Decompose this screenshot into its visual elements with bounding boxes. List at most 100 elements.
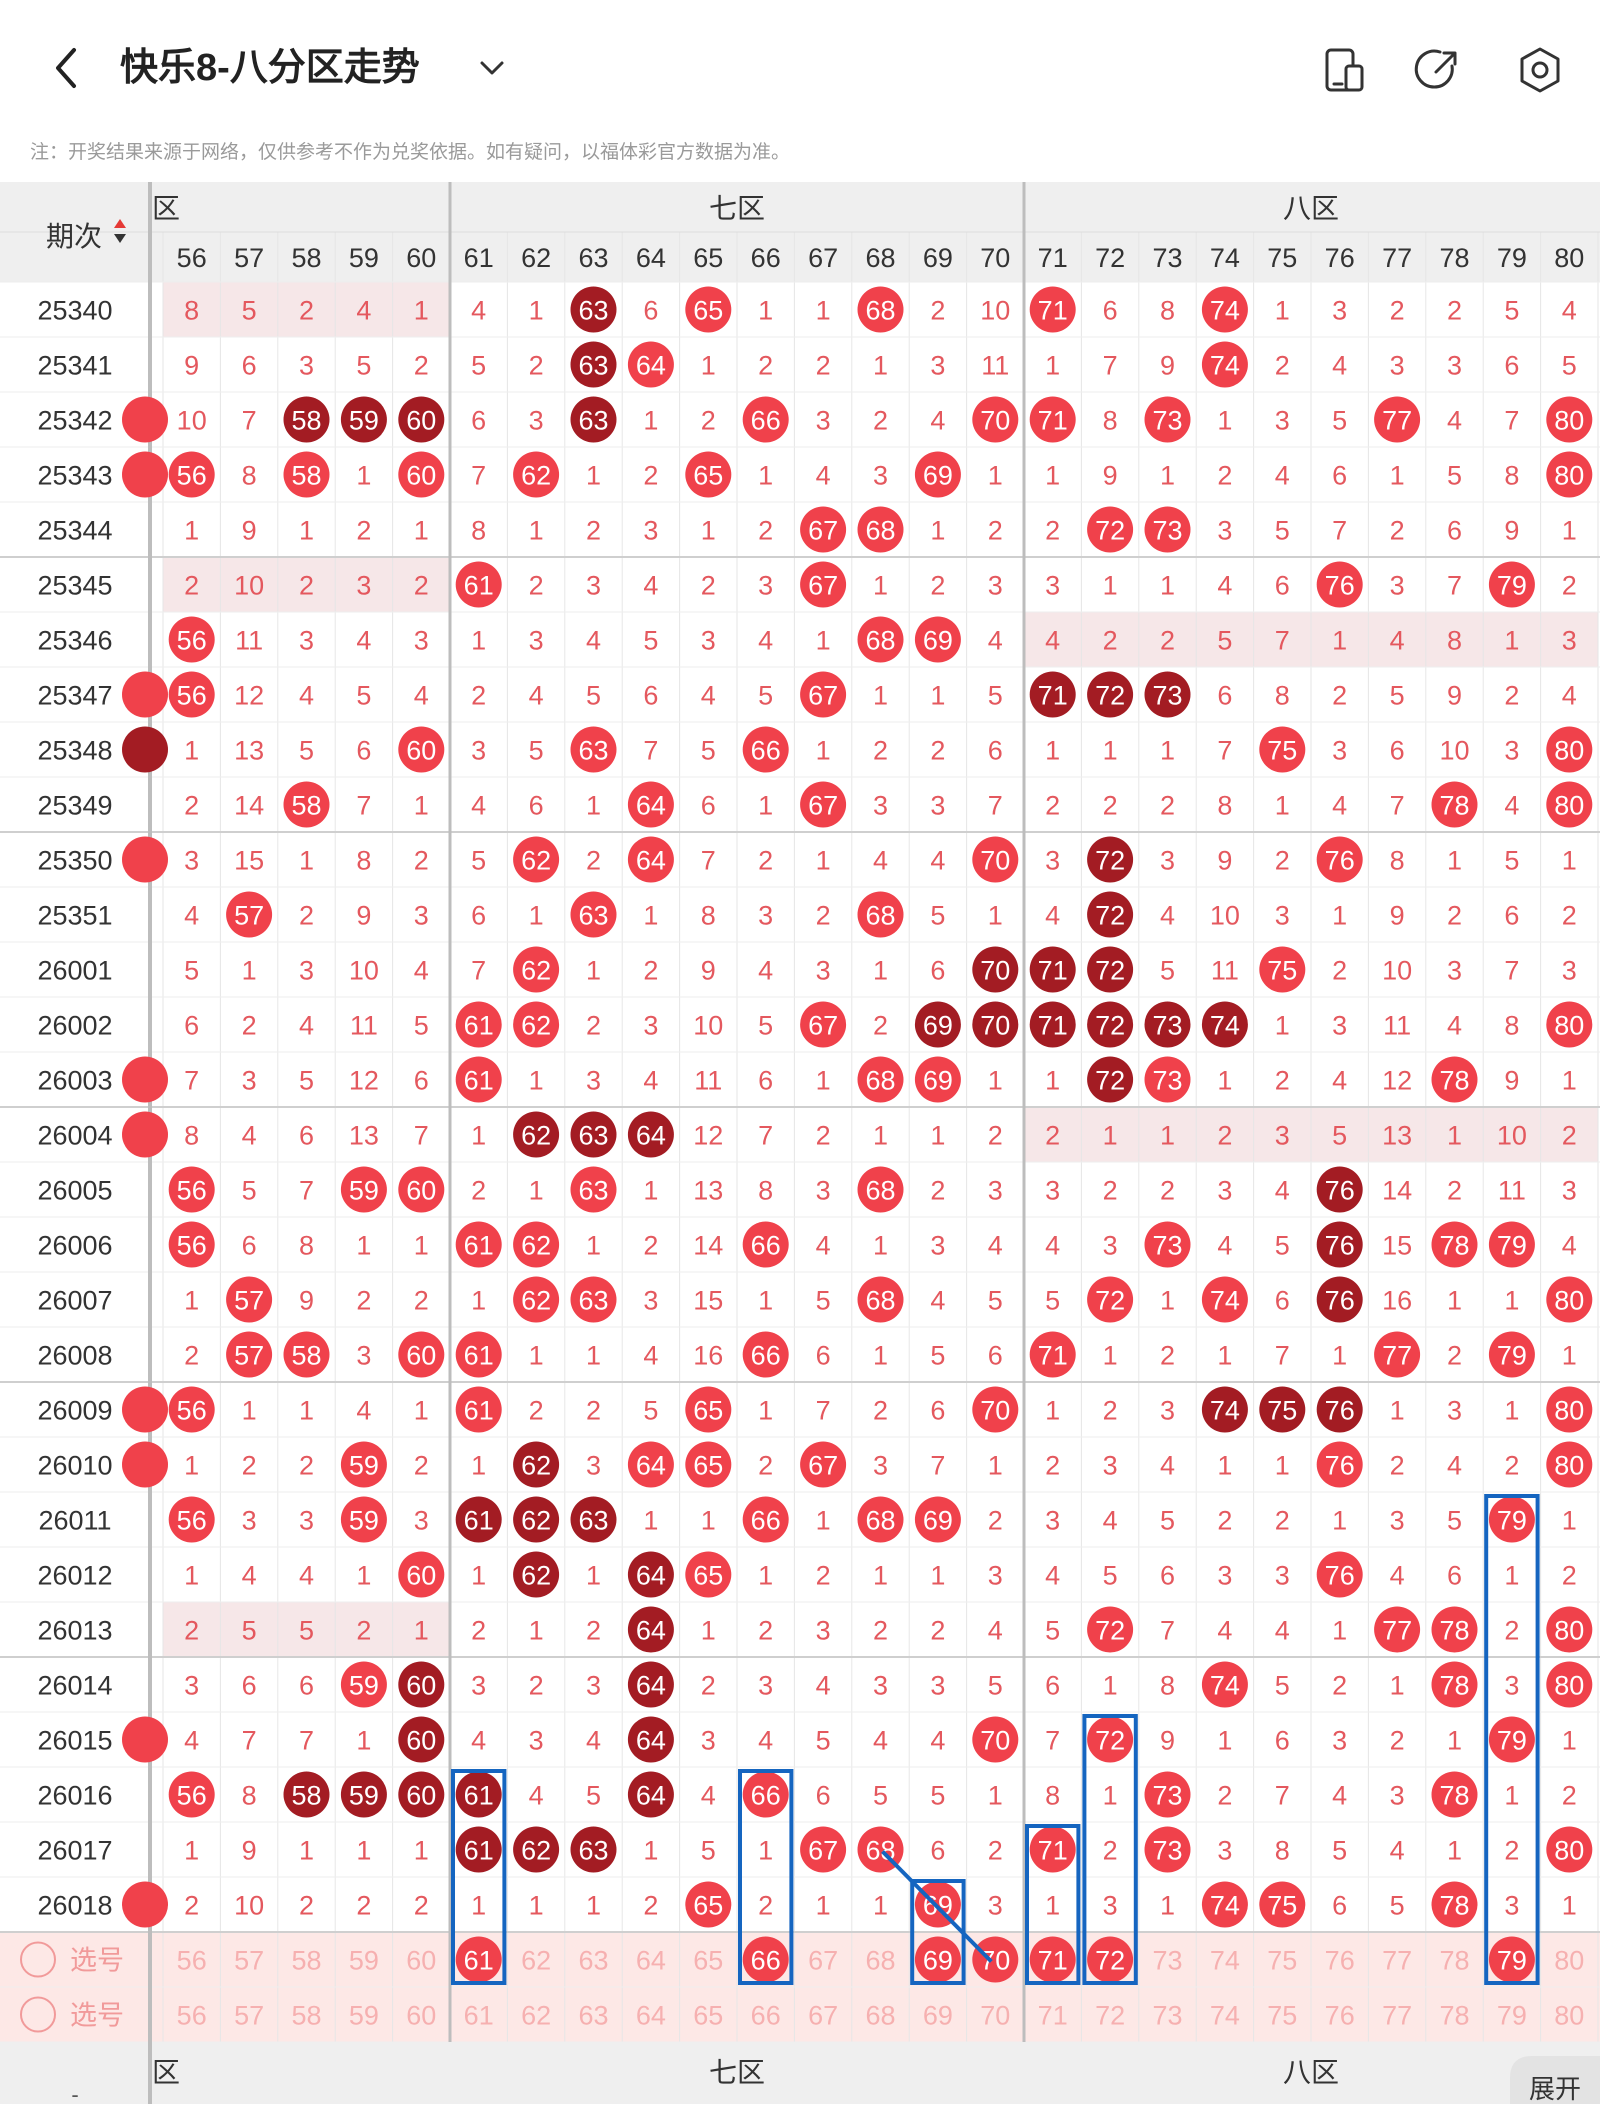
number-ball[interactable]	[513, 451, 560, 498]
number-ball[interactable]	[455, 1771, 502, 1818]
number-ball[interactable]	[857, 1496, 904, 1543]
sort-up-icon[interactable]	[114, 219, 126, 228]
select-option[interactable]: 80	[1554, 1946, 1584, 1976]
number-ball[interactable]	[914, 451, 961, 498]
number-ball[interactable]	[340, 1661, 387, 1708]
select-option[interactable]: 76	[1325, 2001, 1355, 2031]
number-ball[interactable]	[398, 1716, 445, 1763]
number-ball[interactable]	[168, 616, 215, 663]
number-ball[interactable]	[513, 1441, 560, 1488]
select-option[interactable]: 73	[1152, 2001, 1182, 2031]
select-option[interactable]: 67	[808, 2001, 838, 2031]
select-option[interactable]: 63	[578, 1946, 608, 1976]
period-label[interactable]: 26009	[37, 1396, 112, 1426]
period-label[interactable]: 25345	[37, 571, 112, 601]
period-label[interactable]: 25346	[37, 626, 112, 656]
number-ball[interactable]	[742, 1771, 789, 1818]
number-ball[interactable]	[1488, 1331, 1535, 1378]
number-ball[interactable]	[1488, 561, 1535, 608]
select-option[interactable]: 68	[865, 2001, 895, 2031]
select-radio[interactable]	[20, 1941, 56, 1978]
select-option[interactable]: 61	[464, 2001, 494, 2031]
selected-ball[interactable]	[1087, 1936, 1134, 1983]
period-label[interactable]: 26010	[37, 1451, 112, 1481]
select-option[interactable]: 77	[1382, 1946, 1412, 1976]
number-ball[interactable]	[1316, 836, 1363, 883]
select-option[interactable]: 76	[1325, 1946, 1355, 1976]
number-ball[interactable]	[742, 1221, 789, 1268]
selected-ball[interactable]	[742, 1936, 789, 1983]
number-ball[interactable]	[627, 1551, 674, 1598]
number-ball[interactable]	[570, 1276, 617, 1323]
number-ball[interactable]	[1546, 1386, 1593, 1433]
number-ball[interactable]	[340, 1496, 387, 1543]
number-ball[interactable]	[168, 451, 215, 498]
number-ball[interactable]	[685, 1441, 732, 1488]
settings-icon[interactable]	[1514, 44, 1566, 96]
select-option[interactable]: 74	[1210, 2001, 1240, 2031]
number-ball[interactable]	[398, 396, 445, 443]
number-ball[interactable]	[226, 891, 273, 938]
select-option[interactable]: 68	[865, 1946, 895, 1976]
number-ball[interactable]	[1431, 1056, 1478, 1103]
number-ball[interactable]	[1259, 1881, 1306, 1928]
number-ball[interactable]	[1316, 1221, 1363, 1268]
number-ball[interactable]	[857, 1166, 904, 1213]
select-option[interactable]: 79	[1497, 2001, 1527, 2031]
number-ball[interactable]	[1431, 1221, 1478, 1268]
number-ball[interactable]	[1029, 286, 1076, 333]
period-label[interactable]: 25350	[37, 846, 112, 876]
number-ball[interactable]	[685, 1551, 732, 1598]
number-ball[interactable]	[1029, 396, 1076, 443]
number-ball[interactable]	[168, 671, 215, 718]
number-ball[interactable]	[1316, 1551, 1363, 1598]
select-option[interactable]: 71	[1038, 2001, 1068, 2031]
period-label[interactable]: 26016	[37, 1781, 112, 1811]
period-label[interactable]: 25351	[37, 901, 112, 931]
number-ball[interactable]	[1431, 1661, 1478, 1708]
number-ball[interactable]	[1488, 1716, 1535, 1763]
number-ball[interactable]	[168, 1221, 215, 1268]
period-header[interactable]: 期次	[46, 221, 102, 252]
number-ball[interactable]	[398, 1166, 445, 1213]
number-ball[interactable]	[455, 1056, 502, 1103]
select-option[interactable]: 70	[980, 2001, 1010, 2031]
number-ball[interactable]	[1144, 1056, 1191, 1103]
number-ball[interactable]	[627, 836, 674, 883]
page-title[interactable]: 快乐8-八分区走势	[120, 47, 420, 89]
number-ball[interactable]	[1087, 946, 1134, 993]
number-ball[interactable]	[513, 1276, 560, 1323]
number-ball[interactable]	[513, 946, 560, 993]
number-ball[interactable]	[168, 1166, 215, 1213]
number-ball[interactable]	[972, 946, 1019, 993]
number-ball[interactable]	[1029, 671, 1076, 718]
number-ball[interactable]	[1259, 946, 1306, 993]
number-ball[interactable]	[1488, 1221, 1535, 1268]
number-ball[interactable]	[1316, 1386, 1363, 1433]
number-ball[interactable]	[513, 1496, 560, 1543]
select-option[interactable]: 60	[406, 2001, 436, 2031]
number-ball[interactable]	[857, 1276, 904, 1323]
number-ball[interactable]	[1144, 1001, 1191, 1048]
number-ball[interactable]	[1087, 1716, 1134, 1763]
number-ball[interactable]	[1144, 396, 1191, 443]
number-ball[interactable]	[1201, 1276, 1248, 1323]
select-option[interactable]: 75	[1267, 2001, 1297, 2031]
period-label[interactable]: 25349	[37, 791, 112, 821]
number-ball[interactable]	[1374, 1331, 1421, 1378]
number-ball[interactable]	[685, 286, 732, 333]
number-ball[interactable]	[1316, 1441, 1363, 1488]
select-option[interactable]: 58	[291, 1946, 321, 1976]
number-ball[interactable]	[1546, 1661, 1593, 1708]
select-option[interactable]: 65	[693, 1946, 723, 1976]
number-ball[interactable]	[1087, 836, 1134, 883]
number-ball[interactable]	[513, 1551, 560, 1598]
number-ball[interactable]	[742, 1331, 789, 1378]
period-label[interactable]: 26003	[37, 1066, 112, 1096]
number-ball[interactable]	[627, 1606, 674, 1653]
select-option[interactable]: 66	[751, 2001, 781, 2031]
number-ball[interactable]	[627, 1771, 674, 1818]
number-ball[interactable]	[1431, 781, 1478, 828]
number-ball[interactable]	[972, 396, 1019, 443]
period-label[interactable]: 26018	[37, 1891, 112, 1921]
